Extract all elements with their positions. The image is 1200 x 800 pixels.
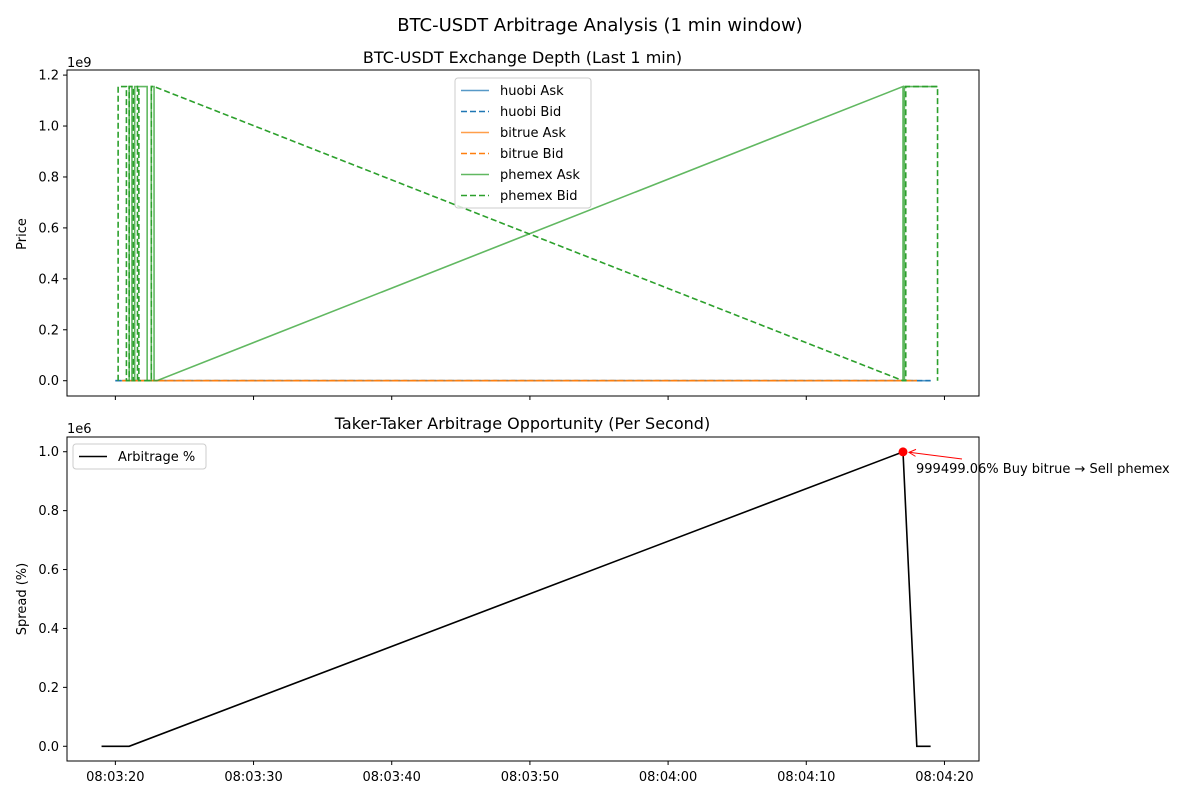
exchange-depth-legend-box <box>454 77 592 209</box>
arbitrage-y-tick-label: 0.2 <box>38 681 59 696</box>
exchange-depth-y-tick-label: 0.0 <box>38 374 59 389</box>
arbitrage-y-tick-label: 0.0 <box>38 740 59 755</box>
exchange-depth-y-tick-label: 1.2 <box>38 69 59 84</box>
legend-label: phemex Ask <box>500 168 580 183</box>
exchange-depth-legend: huobi Ask huobi Bid bitrue Ask bitrue Bid ph… <box>454 77 592 209</box>
arbitrage-x-ticks: 08:03:20 08:03:30 08:03:40 08:03:50 08:04:00… <box>86 761 974 785</box>
exchange-depth-y-tick-label: 0.4 <box>38 272 59 287</box>
arbitrage-panel: Taker-Taker Arbitrage Opportunity (Per S… <box>15 414 1170 785</box>
max-arbitrage-annotation-text: 999499.06% Buy bitrue → Sell phemex <box>916 462 1170 477</box>
arbitrage-y-tick-label: 0.6 <box>38 563 59 578</box>
arbitrage-x-tick-label: 08:03:30 <box>224 770 282 785</box>
series-line-phemex-bid <box>117 85 939 382</box>
annotation-arrow-line <box>909 451 963 460</box>
legend-label: bitrue Ask <box>500 126 566 141</box>
arbitrage-y-tick-label: 0.8 <box>38 504 59 519</box>
arbitrage-y-tick-label: 0.4 <box>38 622 59 637</box>
exchange-depth-x-ticks <box>114 396 945 400</box>
arbitrage-x-tick-label: 08:03:20 <box>86 770 144 785</box>
arbitrage-y-scale: 1e6 <box>67 422 92 437</box>
exchange-depth-y-ticks: 0.0 0.2 0.4 0.6 0.8 1.0 1.2 <box>38 69 67 389</box>
exchange-depth-plot-area <box>115 85 939 382</box>
exchange-depth-y-tick-label: 1.0 <box>38 120 59 135</box>
arbitrage-legend-box <box>72 443 207 470</box>
figure-suptitle: BTC-USDT Arbitrage Analysis (1 min windo… <box>397 15 802 36</box>
exchange-depth-title: BTC-USDT Exchange Depth (Last 1 min) <box>363 48 682 67</box>
exchange-depth-panel: BTC-USDT Exchange Depth (Last 1 min) 1e9… <box>15 48 980 400</box>
max-arbitrage-point <box>898 447 908 457</box>
exchange-depth-y-tick-label: 0.2 <box>38 323 59 338</box>
arbitrage-y-ticks: 0.0 0.2 0.4 0.6 0.8 1.0 <box>38 445 67 755</box>
exchange-depth-y-scale: 1e9 <box>67 56 92 71</box>
annotation-arrow-head <box>907 448 917 457</box>
arbitrage-y-label: Spread (%) <box>15 563 30 635</box>
max-arbitrage-annotation: 999499.06% Buy bitrue → Sell phemex <box>898 447 1170 477</box>
arbitrage-axes-frame <box>66 436 980 762</box>
arbitrage-x-tick-label: 08:03:40 <box>363 770 421 785</box>
exchange-depth-y-label: Price <box>15 218 30 250</box>
legend-label: Arbitrage % <box>118 450 195 465</box>
exchange-depth-y-tick-label: 0.8 <box>38 170 59 185</box>
exchange-depth-y-tick-label: 0.6 <box>38 221 59 236</box>
arbitrage-legend: Arbitrage % <box>72 443 207 470</box>
legend-label: huobi Ask <box>500 84 564 99</box>
arbitrage-x-tick-label: 08:04:20 <box>915 770 973 785</box>
legend-label: huobi Bid <box>500 105 561 120</box>
arbitrage-x-tick-label: 08:04:00 <box>639 770 697 785</box>
arbitrage-title: Taker-Taker Arbitrage Opportunity (Per S… <box>334 414 710 433</box>
arbitrage-y-tick-label: 1.0 <box>38 445 59 460</box>
arbitrage-x-tick-label: 08:04:10 <box>777 770 835 785</box>
exchange-depth-axes-frame <box>66 69 980 397</box>
arbitrage-x-tick-label: 08:03:50 <box>501 770 559 785</box>
legend-label: phemex Bid <box>500 189 578 204</box>
legend-label: bitrue Bid <box>500 147 563 162</box>
